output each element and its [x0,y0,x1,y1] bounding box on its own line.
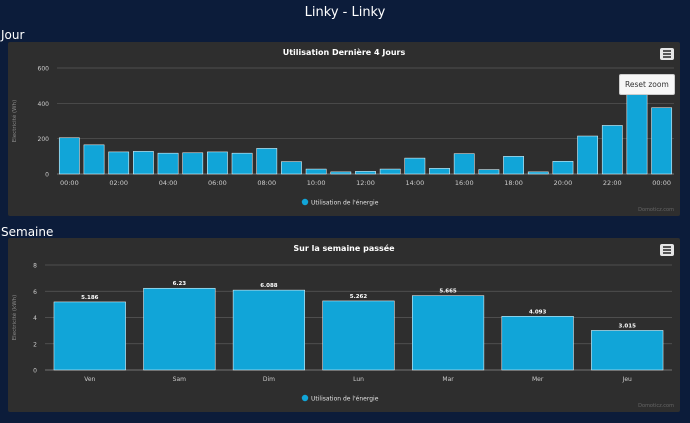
y-tick-label: 0 [33,368,37,375]
bar-data-label: 5.262 [350,294,368,300]
menu-icon-line [663,53,671,55]
bar-data-label: 6.088 [260,283,278,289]
x-tick-label: 08:00 [257,179,276,187]
week-chart-panel: Sur la semaine passée 0 2 4 6 8 Electricité (k… [8,238,680,412]
bar [379,168,401,175]
day-chart-panel: Utilisation Dernière 4 Jours 0 200 400 600 El… [8,42,680,216]
x-tick-label: 02:00 [109,179,128,187]
bar [503,156,524,175]
legend-label: Utilisation de l'énergie [311,396,379,403]
bar [601,125,623,175]
bar-data-label: 4.093 [529,309,547,315]
bar [591,330,664,371]
x-tick-label: 06:00 [208,179,227,187]
bar [133,151,154,175]
y-tick-label: 2 [33,341,37,348]
menu-icon-line [663,50,671,52]
x-tick-label: 00:00 [60,179,79,187]
page-title: Linky - Linky [304,5,386,20]
x-tick-label: 10:00 [307,179,326,187]
bar [83,144,105,175]
bar [411,295,485,371]
x-tick-label: 00:00 [652,179,671,187]
x-tick-label: 12:00 [356,179,375,187]
y-tick-label: 8 [33,263,37,270]
bar-data-label: 3.015 [619,323,637,329]
bar [552,161,574,175]
x-tick-label: 22:00 [603,179,622,187]
menu-icon-line [663,246,671,248]
week-chart-menu-button[interactable] [660,244,674,256]
y-tick-label: 200 [38,136,50,143]
bar [256,148,278,175]
y-axis-label: Electricité (kWh) [11,295,18,341]
reset-zoom-button[interactable]: Reset zoom [619,74,675,95]
legend-label: Utilisation de l'énergie [311,200,379,207]
x-tick-label: 18:00 [504,179,523,187]
week-chart-credits[interactable]: Domoticz.com [638,403,674,409]
bar [281,161,302,175]
x-tick-label: 14:00 [405,179,424,187]
bar [330,171,352,175]
bar [157,152,179,175]
bar [626,88,648,175]
x-tick-label: Lun [353,376,364,383]
bar [58,137,80,175]
x-tick-label: Ven [84,376,95,383]
x-tick-label: Mer [532,376,544,383]
bar [501,316,574,371]
menu-icon-line [663,252,671,254]
x-tick-label: Dim [263,376,275,383]
bar [453,153,475,175]
day-chart-credits[interactable]: Domoticz.com [638,207,674,213]
bar [478,169,500,175]
x-tick-label: Jeu [622,376,632,383]
bar [143,287,216,371]
day-chart-svg: Utilisation Dernière 4 Jours 0 200 400 600 El… [11,47,674,207]
y-tick-label: 400 [38,101,50,108]
bar [404,157,426,175]
y-tick-label: 600 [38,66,50,73]
bar [232,289,306,371]
y-tick-label: 6 [33,289,37,296]
y-tick-label: 0 [45,172,49,179]
chart-title: Utilisation Dernière 4 Jours [283,47,406,57]
bar [527,171,549,175]
bar [577,135,598,175]
bar [53,301,126,371]
x-tick-label: Sam [173,376,186,383]
chart-title: Sur la semaine passée [293,243,395,253]
y-tick-label: 4 [33,315,37,322]
bar [231,152,253,175]
bar [322,300,395,371]
legend-marker [301,198,309,206]
section-title-week: Semaine [1,225,54,239]
bar [182,152,204,175]
bar [651,107,673,175]
bar [355,171,376,175]
section-title-day: Jour [1,28,25,42]
bar-data-label: 5.186 [81,295,99,301]
x-tick-label: 20:00 [554,179,573,187]
bar [108,151,130,175]
bar-data-label: 5.665 [439,289,457,295]
menu-icon-line [663,56,671,58]
week-chart-svg: Sur la semaine passée 0 2 4 6 8 Electricité (k… [11,243,672,403]
bar-data-label: 6.23 [173,281,187,287]
legend-marker [301,394,309,402]
bar [207,151,228,175]
bar [305,168,327,175]
menu-icon-line [663,249,671,251]
x-tick-label: 04:00 [159,179,178,187]
bar [429,168,450,175]
day-chart-menu-button[interactable] [660,48,674,60]
x-tick-label: Mar [442,376,454,383]
x-tick-label: 16:00 [455,179,474,187]
y-axis-label: Electricité (Wh) [11,100,18,142]
